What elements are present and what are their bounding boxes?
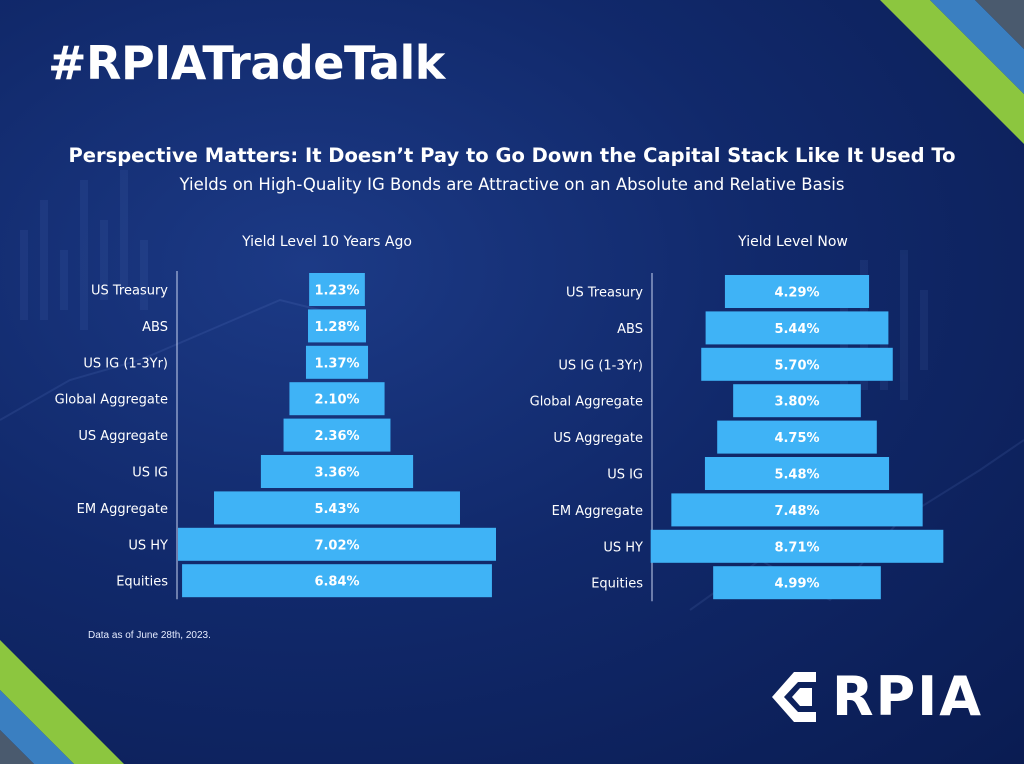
category-label: ABS bbox=[617, 322, 643, 337]
headline: Perspective Matters: It Doesn’t Pay to G… bbox=[68, 144, 956, 167]
bar-value-label: 4.99% bbox=[774, 577, 819, 592]
bar-value-label: 6.84% bbox=[314, 575, 359, 590]
bar bbox=[309, 273, 365, 306]
accent-stripe-blue-top bbox=[930, 0, 1024, 94]
bar bbox=[704, 457, 890, 490]
chart-title: Yield Level 10 Years Ago bbox=[241, 234, 412, 250]
category-label: US Aggregate bbox=[78, 429, 168, 444]
bar bbox=[283, 418, 391, 452]
category-label: Global Aggregate bbox=[530, 395, 643, 410]
rpia-logo-icon bbox=[772, 672, 816, 722]
category-label: EM Aggregate bbox=[552, 504, 643, 519]
category-label: US Aggregate bbox=[553, 431, 643, 446]
bar-value-label: 4.29% bbox=[774, 286, 819, 301]
hashtag-title: #RPIATradeTalk bbox=[48, 36, 445, 90]
bar bbox=[701, 347, 893, 381]
category-label: US IG (1-3Yr) bbox=[558, 358, 643, 373]
data-date-footnote: Data as of June 28th, 2023. bbox=[88, 630, 211, 641]
category-label: Global Aggregate bbox=[55, 393, 168, 408]
category-label: EM Aggregate bbox=[77, 502, 168, 517]
bar-value-label: 2.10% bbox=[314, 393, 359, 408]
bar bbox=[671, 493, 923, 527]
bar bbox=[260, 455, 414, 488]
bar-value-label: 7.02% bbox=[314, 538, 359, 553]
bar-value-label: 5.70% bbox=[774, 358, 819, 373]
bar-value-label: 3.80% bbox=[774, 395, 819, 410]
bar bbox=[305, 345, 369, 379]
category-label: ABS bbox=[142, 320, 168, 335]
rpia-logo: RPIA bbox=[768, 665, 988, 728]
chart-title: Yield Level Now bbox=[737, 234, 848, 250]
bar-value-label: 1.28% bbox=[314, 320, 359, 335]
bar-value-label: 5.44% bbox=[774, 322, 819, 337]
bar bbox=[182, 564, 492, 598]
category-label: US HY bbox=[128, 538, 168, 553]
accent-stripe-gray-bottom bbox=[0, 730, 34, 764]
category-label: US Treasury bbox=[91, 284, 168, 299]
bar-value-label: 3.36% bbox=[314, 466, 359, 481]
bar-value-label: 1.37% bbox=[314, 356, 359, 371]
bar-value-label: 7.48% bbox=[774, 504, 819, 519]
bar-value-label: 5.43% bbox=[314, 502, 359, 517]
category-label: Equities bbox=[591, 577, 643, 592]
bar bbox=[308, 309, 366, 343]
bar bbox=[724, 275, 870, 308]
bar bbox=[214, 491, 460, 525]
bar bbox=[717, 420, 877, 454]
subheadline: Yields on High-Quality IG Bonds are Attr… bbox=[179, 175, 845, 194]
category-label: US IG (1-3Yr) bbox=[83, 356, 168, 371]
category-label: Equities bbox=[116, 575, 168, 590]
bar-value-label: 1.23% bbox=[314, 284, 359, 299]
bar bbox=[733, 384, 861, 418]
category-label: US IG bbox=[607, 468, 643, 483]
category-label: US HY bbox=[603, 540, 643, 555]
bar-value-label: 2.36% bbox=[314, 429, 359, 444]
bar-value-label: 4.75% bbox=[774, 431, 819, 446]
accent-stripe-green-bottom bbox=[0, 640, 124, 764]
rpia-logo-text: RPIA bbox=[832, 665, 984, 728]
bar bbox=[650, 529, 944, 563]
bar bbox=[289, 382, 385, 416]
category-label: US IG bbox=[132, 466, 168, 481]
category-label: US Treasury bbox=[566, 286, 643, 301]
bar bbox=[713, 566, 881, 600]
accent-stripe-green-top bbox=[880, 0, 1024, 144]
accent-stripe-blue-bottom bbox=[0, 690, 74, 764]
accent-stripe-gray-top bbox=[975, 0, 1024, 49]
bar bbox=[705, 311, 889, 345]
bar-value-label: 5.48% bbox=[774, 468, 819, 483]
bar bbox=[177, 527, 497, 561]
bar-value-label: 8.71% bbox=[774, 540, 819, 555]
